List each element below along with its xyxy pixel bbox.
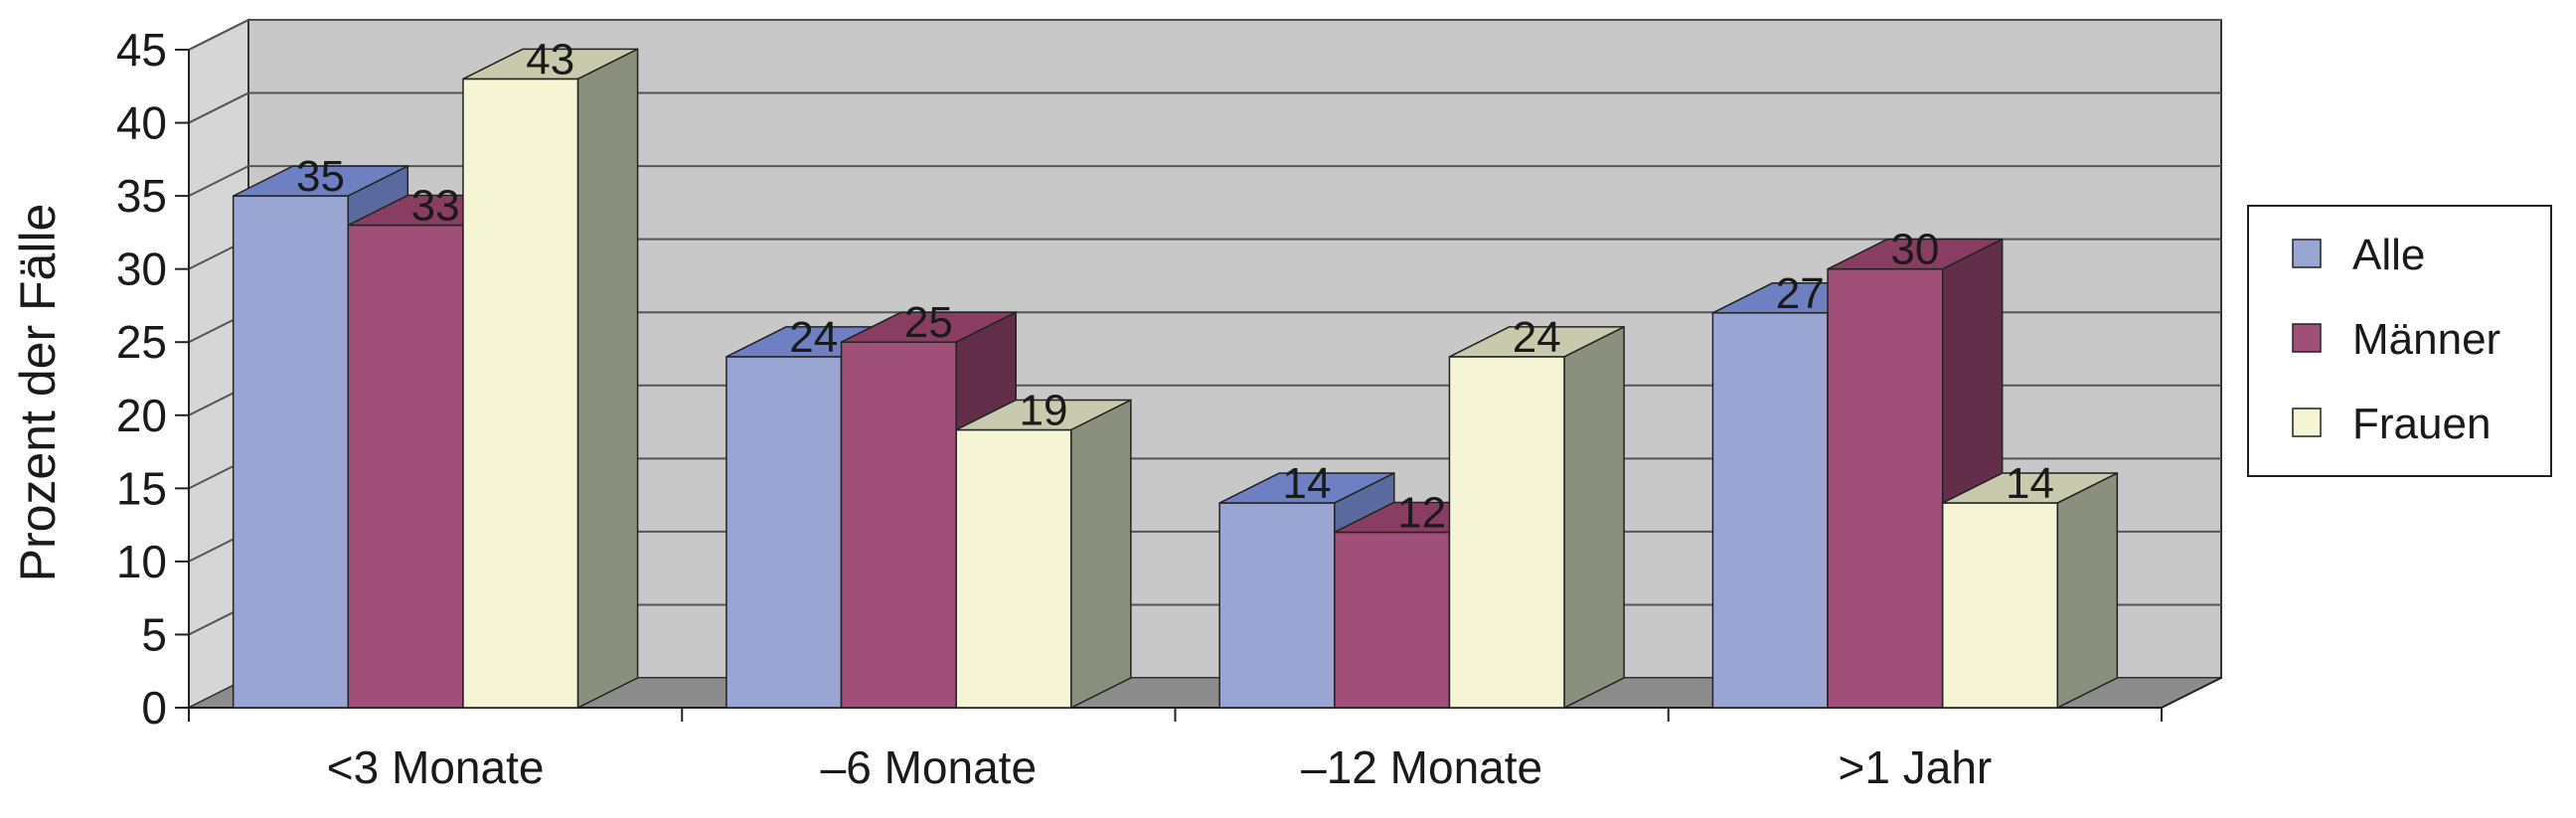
bars bbox=[232, 48, 2119, 710]
bar bbox=[1448, 356, 1565, 709]
legend-label: Frauen bbox=[2352, 400, 2491, 448]
data-label: 19 bbox=[1020, 386, 1068, 434]
bar-side bbox=[576, 48, 639, 710]
x-tick-label: –12 Monate bbox=[1301, 741, 1542, 793]
bar-side bbox=[1563, 325, 1625, 710]
data-label: 35 bbox=[296, 152, 345, 201]
gridline-side bbox=[188, 91, 249, 124]
data-label: 14 bbox=[1283, 459, 1332, 508]
bar bbox=[1218, 502, 1336, 709]
bar bbox=[725, 356, 843, 709]
y-axis-title: Prozent der Fälle bbox=[10, 204, 66, 582]
data-label: 33 bbox=[411, 182, 460, 231]
data-label: 12 bbox=[1397, 488, 1446, 537]
y-tick-label: 5 bbox=[141, 608, 167, 660]
bar bbox=[232, 195, 350, 709]
legend: Alle Männer Frauen bbox=[2247, 205, 2552, 477]
legend-label: Männer bbox=[2352, 315, 2500, 364]
bar-side bbox=[1070, 399, 1132, 710]
bar bbox=[1334, 531, 1451, 709]
y-tick-label: 10 bbox=[116, 536, 167, 587]
legend-swatch bbox=[2292, 408, 2322, 437]
data-labels: 35 33 43 24 25 19 14 12 24 27 30 14 bbox=[296, 35, 2054, 537]
y-tick-label: 0 bbox=[141, 682, 167, 734]
y-tick-label: 40 bbox=[116, 97, 167, 149]
data-label: 30 bbox=[1890, 226, 1939, 274]
x-tick-label: –6 Monate bbox=[821, 741, 1037, 793]
gridline-side bbox=[188, 19, 249, 51]
y-tick-label: 30 bbox=[116, 244, 167, 295]
data-label: 43 bbox=[526, 35, 574, 83]
y-tick-label: 45 bbox=[116, 24, 167, 76]
legend-swatch bbox=[2292, 239, 2322, 268]
gridline-side bbox=[188, 165, 249, 198]
bar bbox=[1711, 312, 1829, 709]
y-tick-label: 35 bbox=[116, 170, 167, 222]
y-tick-label: 25 bbox=[116, 316, 167, 368]
data-label: 25 bbox=[904, 298, 953, 347]
data-label: 27 bbox=[1776, 269, 1825, 318]
bar bbox=[1941, 502, 2059, 709]
bar bbox=[347, 224, 464, 709]
bar bbox=[462, 78, 579, 709]
y-tick-label: 20 bbox=[116, 390, 167, 441]
x-tick-label: >1 Jahr bbox=[1839, 741, 1993, 793]
bar bbox=[1827, 267, 1944, 709]
data-label: 14 bbox=[2006, 459, 2054, 508]
y-tick-label: 15 bbox=[116, 462, 167, 514]
bar bbox=[840, 341, 957, 709]
axes: 0 5 10 15 20 25 30 35 40 45 <3 Monate –6 Monate –12 … bbox=[116, 24, 2222, 793]
bar bbox=[955, 428, 1072, 709]
x-tick-label: <3 Monate bbox=[327, 741, 545, 793]
legend-swatch bbox=[2292, 323, 2322, 353]
legend-label: Alle bbox=[2352, 231, 2425, 279]
data-label: 24 bbox=[789, 313, 838, 362]
bar-side bbox=[2056, 471, 2119, 710]
data-label: 24 bbox=[1513, 313, 1561, 362]
x-axis-end bbox=[2161, 677, 2222, 709]
